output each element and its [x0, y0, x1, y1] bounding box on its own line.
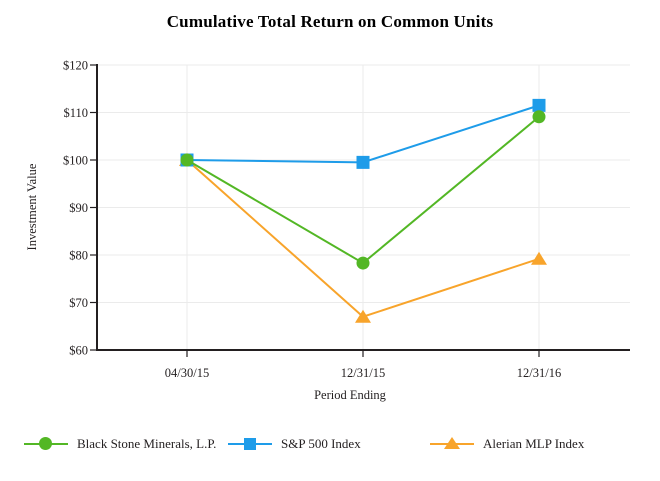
y-axis-title: Investment Value	[25, 163, 39, 250]
legend-line-blue	[228, 437, 272, 450]
legend-item-black-stone-minerals: Black Stone Minerals, L.P.	[24, 436, 216, 451]
circle-marker-icon	[39, 437, 52, 450]
svg-text:04/30/15: 04/30/15	[165, 366, 209, 380]
tick-labels: $60 $70 $80 $90 $100 $110 $120 04/30/15 12/31/15…	[63, 59, 561, 381]
plot-area: $60 $70 $80 $90 $100 $110 $120 04/30/15 12/31/15…	[25, 59, 630, 402]
legend-label: Alerian MLP Index	[483, 435, 585, 451]
svg-text:$110: $110	[63, 106, 88, 120]
svg-text:12/31/16: 12/31/16	[517, 366, 561, 380]
square-marker-icon	[244, 437, 256, 450]
legend-label: S&P 500 Index	[281, 435, 361, 451]
gridlines	[97, 64, 630, 351]
svg-text:$100: $100	[63, 154, 88, 168]
legend-line-orange	[430, 437, 474, 449]
tick-marks	[90, 64, 540, 357]
axis-titles: Period Ending Investment Value	[25, 163, 387, 402]
legend-line-green	[24, 437, 68, 450]
svg-text:$60: $60	[69, 344, 88, 358]
series-black-stone-minerals-l-p	[180, 110, 546, 270]
triangle-marker-icon	[444, 437, 460, 449]
svg-text:$90: $90	[69, 201, 88, 215]
legend-item-sp500: S&P 500 Index	[228, 436, 361, 451]
chart-title: Cumulative Total Return on Common Units	[166, 12, 494, 31]
svg-text:$120: $120	[63, 59, 88, 73]
svg-text:$70: $70	[69, 296, 88, 310]
legend-item-alerian-mlp: Alerian MLP Index	[430, 436, 584, 451]
x-axis-title: Period Ending	[314, 388, 387, 402]
legend-label: Black Stone Minerals, L.P.	[77, 435, 217, 451]
svg-text:12/31/15: 12/31/15	[341, 366, 385, 380]
svg-text:$80: $80	[69, 249, 88, 263]
